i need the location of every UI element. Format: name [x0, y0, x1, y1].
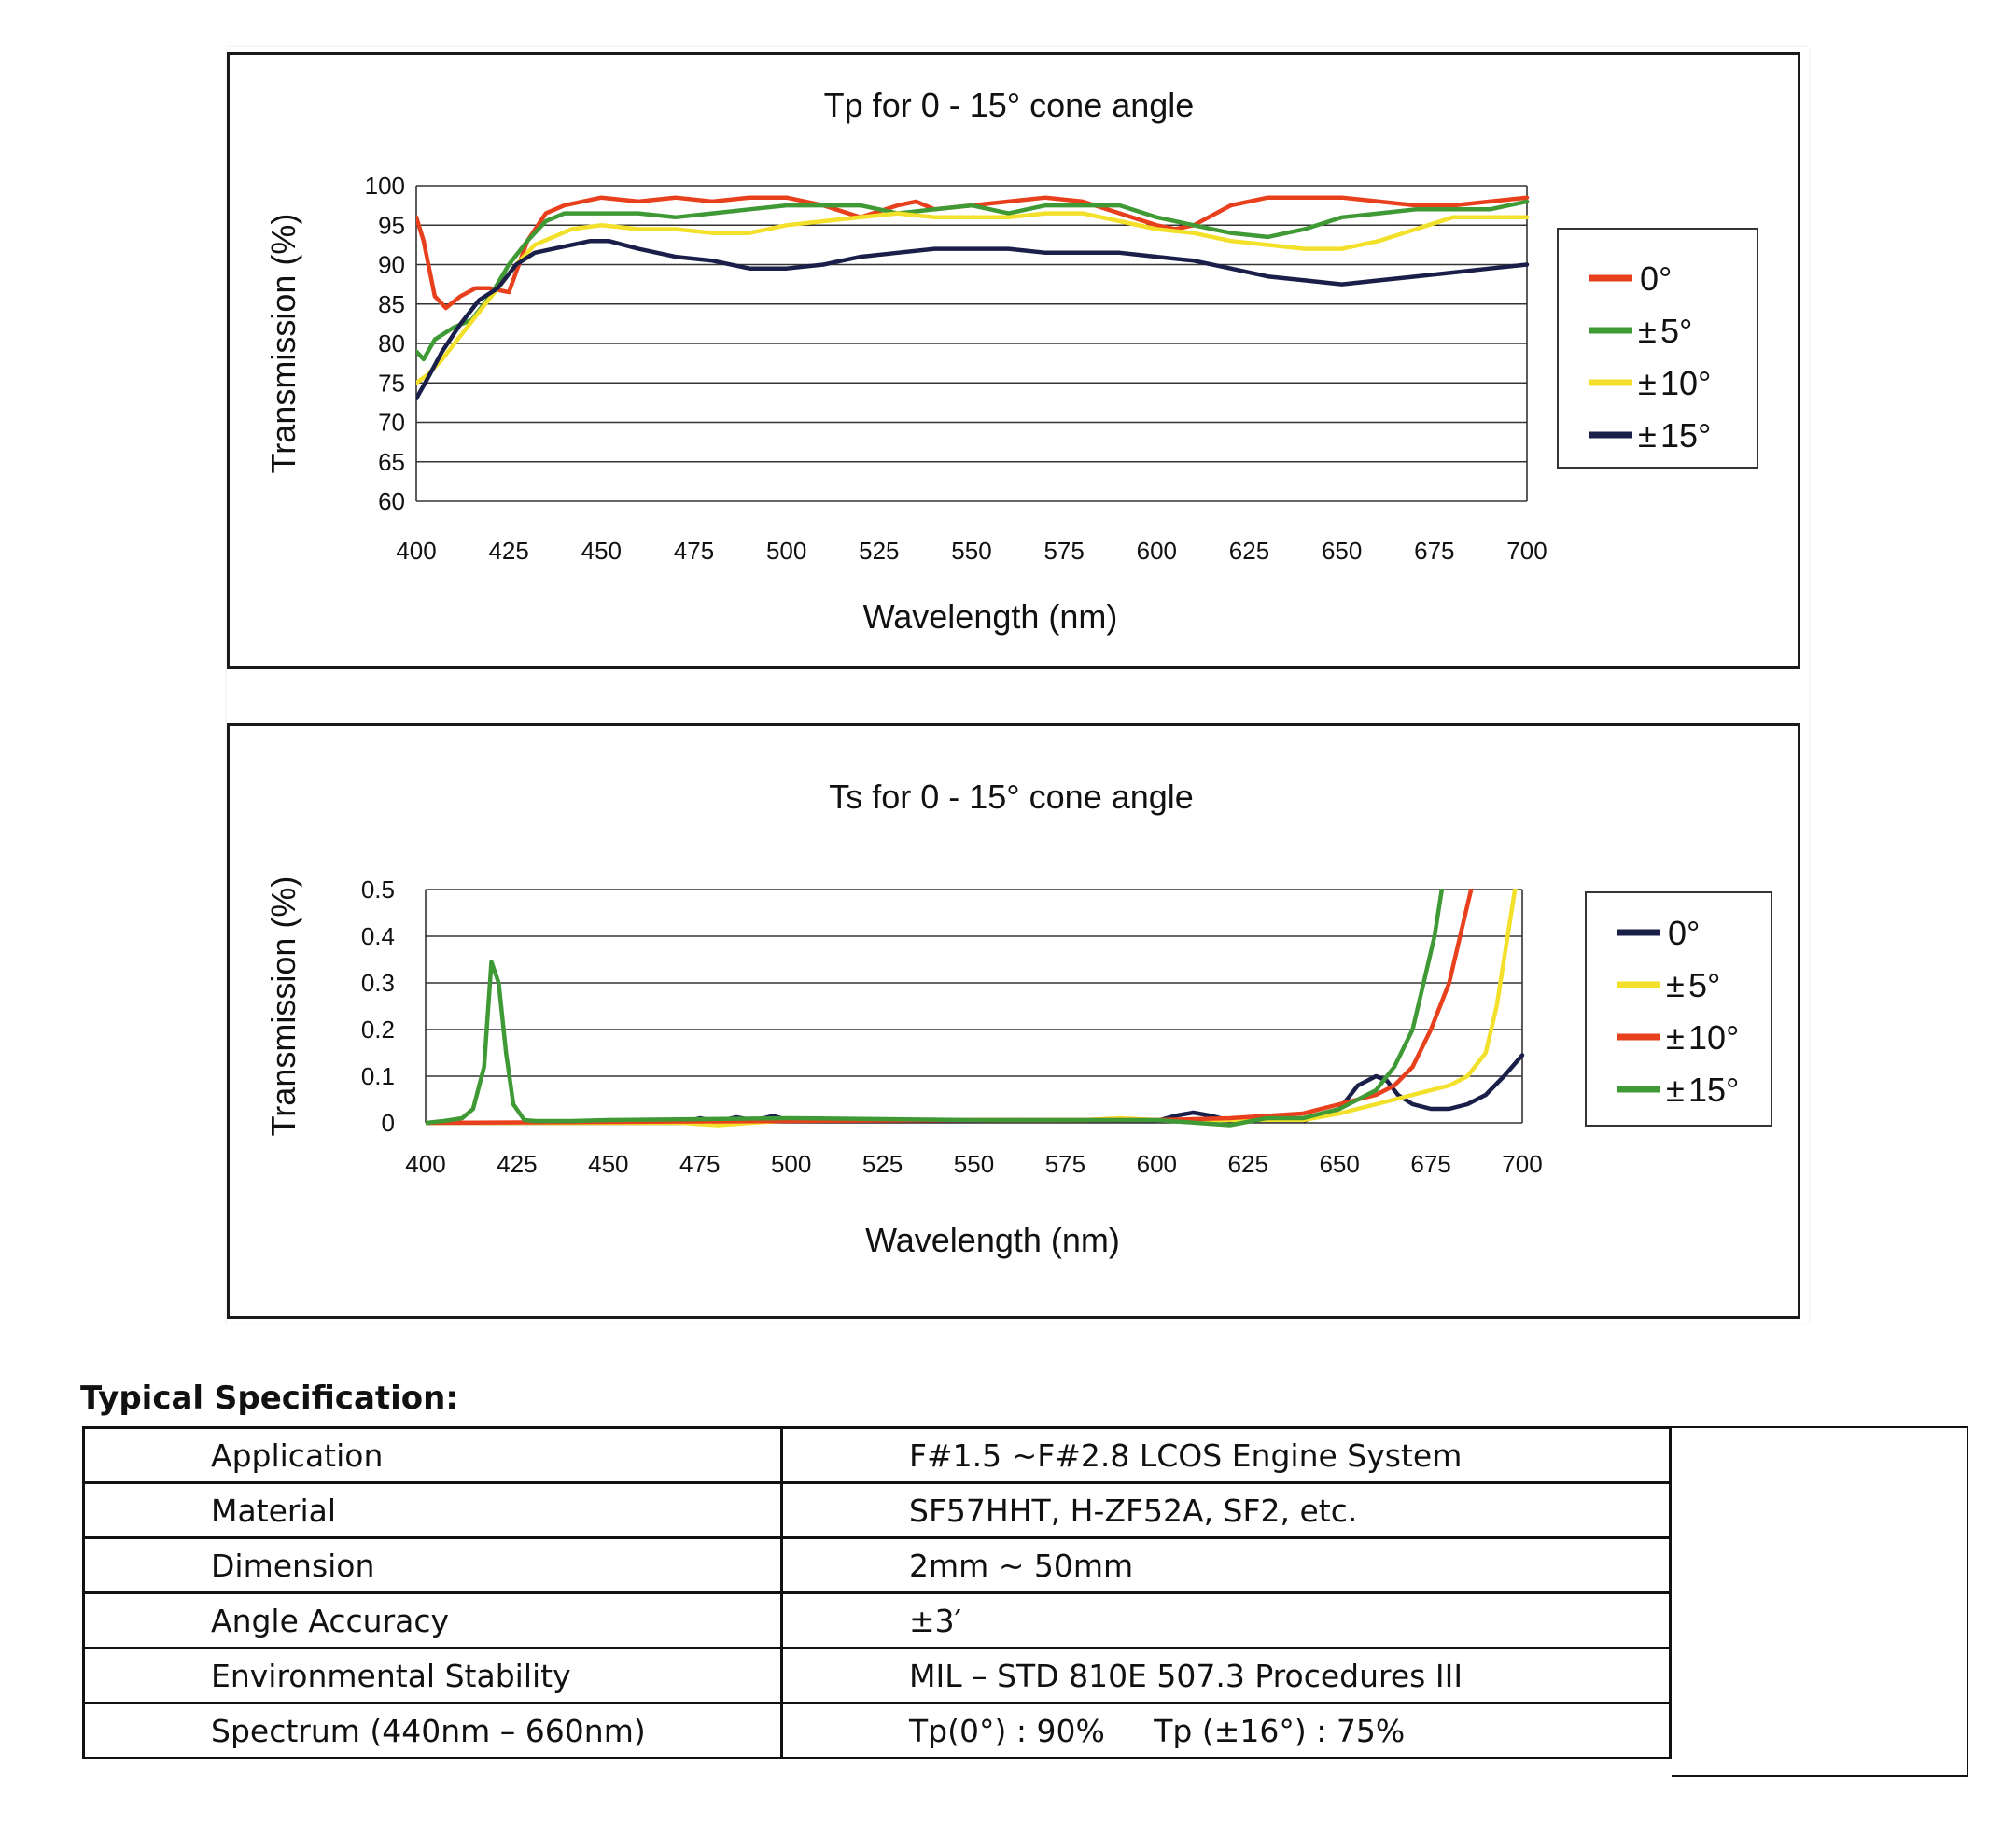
spec-key: Dimension: [82, 1536, 783, 1594]
series-group: [416, 195, 1530, 401]
y-tick-label: 60: [378, 487, 405, 515]
series-line: [426, 889, 1474, 1126]
x-tick-label: 500: [766, 537, 806, 565]
series-line: [426, 1053, 1525, 1126]
legend-sign: ±: [1638, 416, 1657, 455]
x-tick-label: 450: [588, 1150, 628, 1178]
y-tick-label: 0.2: [361, 1016, 395, 1044]
legend-sign: ±: [1666, 1071, 1685, 1109]
spec-key: Angle Accuracy: [82, 1591, 783, 1649]
y-tick-label: 70: [378, 409, 405, 437]
x-tick-label: 650: [1319, 1150, 1359, 1178]
spec-key: Material: [82, 1481, 783, 1539]
series-line: [426, 889, 1445, 1128]
x-tick-label: 425: [497, 1150, 537, 1178]
spec-value: MIL – STD 810E 507.3 Procedures III: [780, 1647, 1672, 1704]
legend-label: 15°: [1660, 416, 1711, 455]
x-tick-label: 625: [1229, 537, 1269, 565]
spec-title: Typical Specification:: [80, 1380, 458, 1417]
y-tick-label: 0.5: [361, 876, 395, 904]
x-tick-label: 550: [954, 1150, 994, 1178]
legend-sign: ±: [1666, 966, 1685, 1004]
x-tick-label: 475: [674, 537, 714, 565]
x-tick-label: 700: [1506, 537, 1547, 565]
chart-title: Tp for 0 - 15° cone angle: [824, 86, 1195, 124]
x-tick-label: 575: [1043, 537, 1084, 565]
series-line: [416, 199, 1530, 362]
legend-label: 0°: [1668, 914, 1700, 952]
legend-label: 10°: [1660, 364, 1711, 402]
table-row: Angle Accuracy ±3′: [82, 1591, 1672, 1649]
y-tick-label: 85: [378, 290, 405, 318]
legend-label: 10°: [1688, 1018, 1739, 1057]
x-tick-label: 675: [1414, 537, 1454, 565]
ts-chart-frame: Ts for 0 - 15° cone angle 0 0.1 0.2 0.3 0.4 0.…: [227, 723, 1800, 1319]
spec-side-cell: [1672, 1426, 1968, 1777]
x-tick-label: 400: [405, 1150, 445, 1178]
legend-sign: ±: [1638, 364, 1657, 402]
y-tick-label: 0.3: [361, 969, 395, 997]
y-tick-label: 75: [378, 369, 405, 397]
y-tick-label: 0.1: [361, 1062, 395, 1090]
y-tick-label: 80: [378, 329, 405, 357]
legend-sign: ±: [1638, 312, 1657, 350]
y-tick-label: 65: [378, 448, 405, 476]
table-row: Environmental Stability MIL – STD 810E 5…: [82, 1647, 1672, 1704]
spec-value: Tp(0°) : 90% Tp (±16°) : 75%: [780, 1702, 1672, 1759]
series-line: [416, 211, 1530, 385]
x-tick-label: 450: [581, 537, 622, 565]
tp-chart-frame: Tp for 0 - 15° cone angle 60 65 70 75 80 85 90 9…: [227, 52, 1800, 669]
x-tick-label: 525: [859, 537, 899, 565]
spec-key: Application: [82, 1426, 783, 1484]
x-tick-label: 675: [1410, 1150, 1450, 1178]
table-row: Material SF57HHT, H-ZF52A, SF2, etc.: [82, 1481, 1672, 1539]
x-tick-label: 500: [771, 1150, 811, 1178]
x-tick-label: 550: [951, 537, 991, 565]
ts-chart: Ts for 0 - 15° cone angle 0 0.1 0.2 0.3 0.4 0.…: [264, 778, 1772, 1259]
table-row: Spectrum (440nm – 660nm) Tp(0°) : 90% Tp…: [82, 1702, 1672, 1759]
legend-label: 5°: [1660, 312, 1692, 350]
x-axis-label: Wavelength (nm): [863, 597, 1118, 636]
spec-value: SF57HHT, H-ZF52A, SF2, etc.: [780, 1481, 1672, 1539]
x-tick-label: 475: [679, 1150, 720, 1178]
x-tick-label: 575: [1045, 1150, 1085, 1178]
table-row: Dimension 2mm ~ 50mm: [82, 1536, 1672, 1594]
x-tick-label: 600: [1137, 537, 1177, 565]
x-tick-label: 600: [1137, 1150, 1177, 1178]
spec-value: ±3′: [780, 1591, 1672, 1649]
x-tick-label: 400: [396, 537, 436, 565]
y-tick-label: 0: [382, 1109, 395, 1137]
legend-label: 0°: [1640, 259, 1672, 298]
y-axis-label: Transmission (%): [264, 214, 302, 474]
spec-key: Environmental Stability: [82, 1647, 783, 1704]
chart-title: Ts for 0 - 15° cone angle: [829, 778, 1194, 816]
x-tick-label: 425: [488, 537, 528, 565]
spec-key: Spectrum (440nm – 660nm): [82, 1702, 783, 1759]
y-tick-label: 95: [378, 211, 405, 239]
x-tick-label: 525: [862, 1150, 903, 1178]
tp-chart: Tp for 0 - 15° cone angle 60 65 70 75 80 85 90 9…: [264, 86, 1758, 636]
y-tick-label: 100: [365, 172, 405, 200]
table-row: Application F#1.5 ~F#2.8 LCOS Engine Sys…: [82, 1426, 1672, 1484]
spec-value: 2mm ~ 50mm: [780, 1536, 1672, 1594]
x-tick-label: 625: [1228, 1150, 1268, 1178]
series-group: [426, 889, 1525, 1128]
legend-label: 15°: [1688, 1071, 1739, 1109]
y-axis-label: Transmission (%): [264, 876, 302, 1137]
legend-box: [1557, 228, 1758, 469]
x-tick-label: 700: [1502, 1150, 1542, 1178]
series-line: [416, 238, 1530, 401]
spec-value: F#1.5 ~F#2.8 LCOS Engine System: [780, 1426, 1672, 1484]
spec-table: Application F#1.5 ~F#2.8 LCOS Engine Sys…: [82, 1426, 1672, 1759]
x-tick-label: 650: [1322, 537, 1362, 565]
y-tick-label: 90: [378, 251, 405, 279]
x-axis-label: Wavelength (nm): [865, 1221, 1120, 1259]
y-tick-label: 0.4: [361, 922, 395, 950]
legend-sign: ±: [1666, 1018, 1685, 1057]
legend-label: 5°: [1688, 966, 1720, 1004]
